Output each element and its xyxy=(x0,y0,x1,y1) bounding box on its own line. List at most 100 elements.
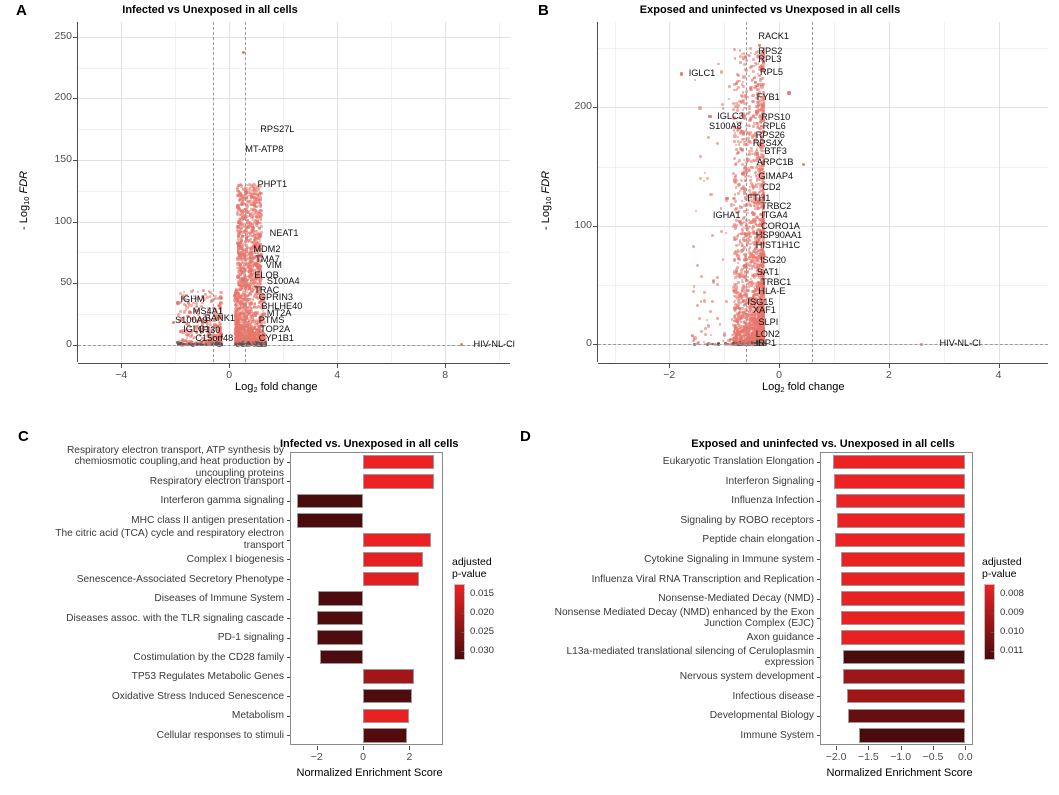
scatter-point xyxy=(240,226,244,230)
scatter-point xyxy=(247,238,251,242)
scatter-point xyxy=(259,213,263,217)
scatter-point xyxy=(248,334,251,337)
scatter-point xyxy=(699,154,703,159)
threshold-line-horizontal xyxy=(78,344,510,346)
scatter-point xyxy=(734,186,738,189)
scatter-point xyxy=(201,290,204,293)
scatter-point xyxy=(245,183,248,186)
y-axis-line xyxy=(77,22,78,362)
scatter-point xyxy=(255,287,258,291)
scatter-point xyxy=(255,313,258,316)
scatter-point xyxy=(238,228,241,231)
scatter-point xyxy=(237,271,240,274)
scatter-point xyxy=(711,299,715,304)
scatter-point xyxy=(748,118,752,123)
gene-label: BANK1 xyxy=(204,312,235,323)
x-tick xyxy=(229,364,231,368)
scatter-point xyxy=(242,275,246,279)
scatter-point xyxy=(264,336,267,339)
scatter-point xyxy=(201,339,205,342)
scatter-point xyxy=(243,185,247,189)
scatter-point xyxy=(240,327,243,330)
scatter-point xyxy=(716,276,719,280)
scatter-point xyxy=(219,309,223,312)
scatter-point xyxy=(736,73,740,77)
scatter-point xyxy=(246,230,250,234)
gridline-h xyxy=(78,98,510,100)
gridline-h xyxy=(78,36,510,38)
scatter-point xyxy=(245,232,249,236)
scatter-point xyxy=(724,231,728,235)
scatter-point xyxy=(709,309,713,313)
gene-label: PHPT1 xyxy=(257,178,288,189)
scatter-point xyxy=(736,295,740,299)
scatter-point xyxy=(721,107,725,110)
scatter-point xyxy=(188,325,192,329)
gridline-h xyxy=(78,221,510,223)
scatter-point xyxy=(235,188,240,192)
gene-label: RPS27L xyxy=(260,124,295,135)
gene-label: C15orf48 xyxy=(195,332,234,343)
scatter-point xyxy=(254,268,258,272)
scatter-point xyxy=(252,212,256,216)
scatter-point xyxy=(252,221,256,225)
scatter-point xyxy=(218,321,222,324)
scatter-point xyxy=(748,54,751,58)
scatter-point xyxy=(241,298,245,302)
scatter-point xyxy=(733,140,736,143)
scatter-point xyxy=(202,321,205,324)
scatter-point xyxy=(250,276,254,279)
scatter-point xyxy=(204,292,208,296)
y-tick-label: 200 xyxy=(54,91,72,104)
scatter-point xyxy=(206,296,209,299)
scatter-point xyxy=(748,130,753,134)
scatter-point xyxy=(704,327,708,331)
scatter-point xyxy=(207,309,211,312)
scatter-point xyxy=(761,167,765,170)
scatter-point xyxy=(238,329,241,332)
scatter-point xyxy=(249,185,254,189)
scatter-point xyxy=(259,204,263,207)
scatter-point xyxy=(737,143,741,146)
scatter-point xyxy=(244,214,247,217)
scatter-point xyxy=(748,313,752,317)
scatter-point xyxy=(176,341,180,345)
scatter-point xyxy=(210,299,213,302)
scatter-point xyxy=(253,207,256,211)
scatter-point xyxy=(259,185,263,189)
scatter-point xyxy=(193,328,197,331)
scatter-point xyxy=(245,258,249,261)
scatter-point xyxy=(217,317,221,321)
scatter-point xyxy=(242,308,246,312)
panel-a-ylabel-post: FDR xyxy=(18,170,30,197)
scatter-point xyxy=(181,294,185,298)
scatter-point xyxy=(255,185,260,189)
scatter-point xyxy=(236,185,240,189)
scatter-point xyxy=(179,291,183,295)
scatter-cloud xyxy=(598,22,1048,362)
scatter-point xyxy=(702,299,707,303)
scatter-point xyxy=(205,340,208,344)
scatter-point xyxy=(741,280,744,284)
scatter-point xyxy=(184,329,188,333)
scatter-point xyxy=(741,200,744,203)
gridline-h xyxy=(78,252,510,254)
scatter-point xyxy=(733,57,736,60)
scatter-point xyxy=(236,228,239,232)
scatter-point xyxy=(179,309,183,313)
scatter-point xyxy=(739,49,742,52)
gridline-v xyxy=(229,22,231,362)
scatter-point xyxy=(209,322,213,326)
scatter-point xyxy=(248,246,252,250)
y-tick-label: 0 xyxy=(66,337,72,350)
scatter-point xyxy=(236,203,241,207)
x-tick-label: 0 xyxy=(226,369,233,381)
scatter-point xyxy=(213,307,217,311)
y-tick xyxy=(73,160,77,161)
scatter-point xyxy=(196,290,200,294)
scatter-point xyxy=(237,190,240,193)
scatter-point xyxy=(251,216,255,219)
panel-a-ylabel-pre: - Log xyxy=(18,204,30,230)
scatter-point xyxy=(240,246,244,250)
panel-a-xlabel-post: fold change xyxy=(257,381,318,393)
